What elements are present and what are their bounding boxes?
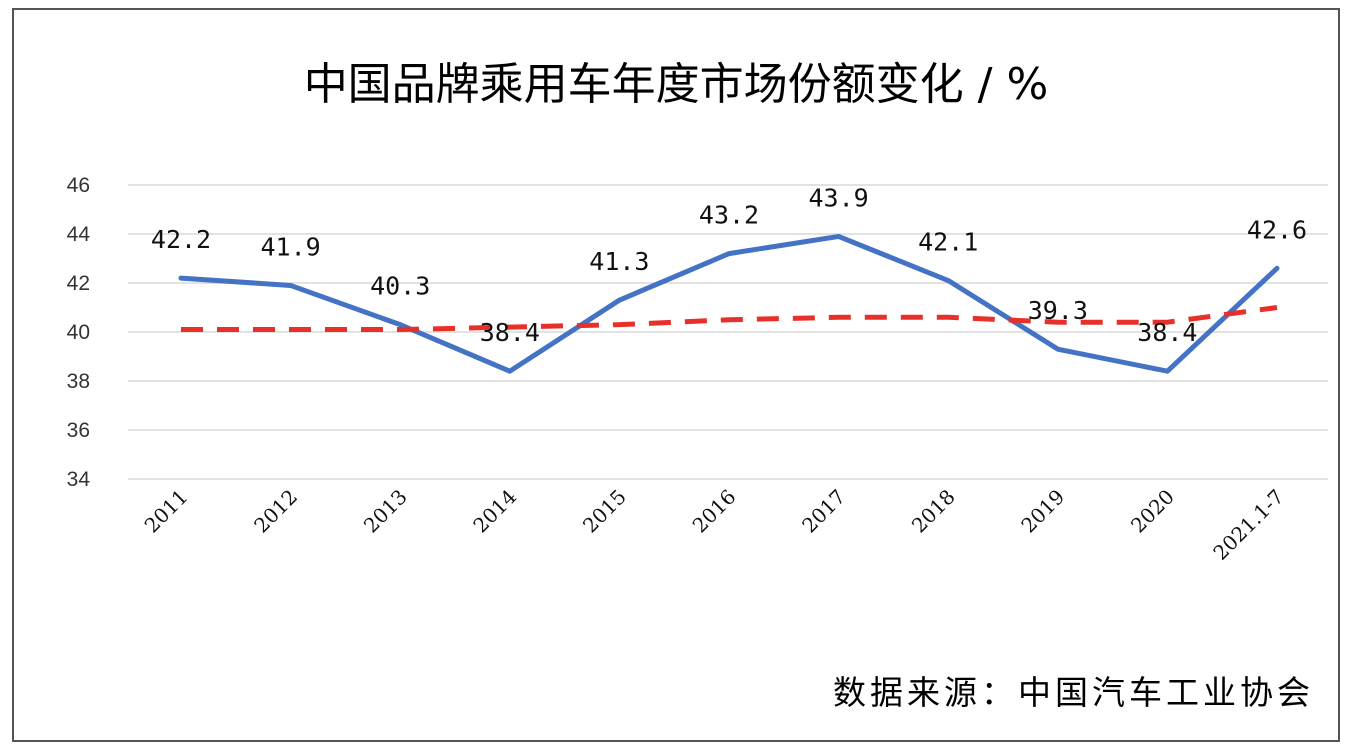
data-label: 43.9 [808, 183, 868, 212]
x-tick-label: 2011 [140, 485, 193, 538]
x-axis-ticks: 2011 2012 2013 2014 2015 2016 2017 2018 2019 2020… [140, 485, 1289, 565]
y-tick-label: 42 [67, 272, 90, 295]
y-tick-label: 38 [67, 370, 90, 393]
x-tick-label: 2018 [907, 485, 960, 538]
data-label: 38.4 [1137, 318, 1197, 347]
gridlines [128, 184, 1328, 480]
data-labels: 42.2 41.9 40.3 38.4 41.3 43.2 43.9 42.1 39.3 38.4… [151, 183, 1307, 347]
data-label: 41.3 [589, 247, 649, 276]
x-tick-label: 2015 [578, 485, 631, 538]
data-label: 41.9 [260, 232, 320, 261]
chart-title: 中国品牌乘用车年度市场份额变化 / % [303, 59, 1049, 110]
trend-line [181, 305, 1278, 333]
x-tick-label: 2021.1-7 [1208, 485, 1288, 565]
x-tick-label: 2019 [1016, 485, 1069, 538]
y-axis-ticks: 34 36 38 40 42 44 46 [67, 174, 91, 491]
x-tick-label: 2017 [797, 485, 850, 538]
data-label: 42.1 [918, 228, 978, 257]
y-tick-label: 40 [67, 321, 90, 344]
x-tick-label: 2016 [688, 485, 741, 538]
data-label: 42.2 [151, 225, 211, 254]
data-source: 数据来源：中国汽车工业协会 [833, 673, 1314, 712]
data-label: 42.6 [1247, 215, 1307, 244]
y-tick-label: 34 [67, 468, 91, 491]
y-tick-label: 36 [67, 419, 90, 442]
x-tick-label: 2020 [1126, 485, 1179, 538]
y-tick-label: 46 [67, 174, 90, 197]
x-tick-label: 2013 [359, 485, 412, 538]
chart-frame [12, 8, 1340, 742]
x-tick-label: 2014 [468, 485, 521, 538]
data-label: 39.3 [1028, 296, 1088, 325]
market-share-line [178, 233, 1280, 374]
data-label: 38.4 [480, 318, 540, 347]
data-label: 40.3 [370, 272, 430, 301]
data-label: 43.2 [699, 201, 759, 230]
series-lines [178, 233, 1280, 374]
x-tick-label: 2012 [249, 485, 302, 538]
y-tick-label: 44 [67, 223, 91, 246]
